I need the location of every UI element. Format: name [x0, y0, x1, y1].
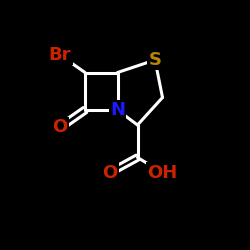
Text: OH: OH [148, 164, 178, 182]
Text: Br: Br [49, 46, 71, 64]
Text: N: N [110, 101, 125, 119]
Text: S: S [148, 51, 162, 69]
Text: O: O [102, 164, 118, 182]
Text: O: O [52, 118, 68, 136]
